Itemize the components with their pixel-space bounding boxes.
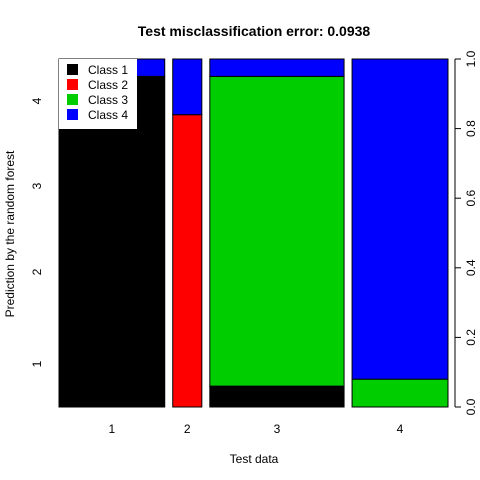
chart-title: Test misclassification error: 0.0938 <box>138 23 371 39</box>
x-tick-label: 4 <box>397 422 404 436</box>
left-axis: 1 2 3 4 <box>30 97 44 367</box>
legend-swatch <box>67 94 78 105</box>
legend-entry: Class 1 <box>88 63 128 77</box>
bar-segment-cat1-class1 <box>58 75 166 408</box>
bar-segment-cat4-class3 <box>351 378 449 408</box>
left-tick-label: 1 <box>30 360 44 367</box>
legend-swatch <box>67 64 78 75</box>
bar-segment-cat3-class3 <box>209 75 345 387</box>
bar-segment-cat2-class4 <box>172 58 203 116</box>
right-tick-label: 0.6 <box>464 190 478 207</box>
bar-segment-cat2-class2 <box>172 114 203 408</box>
right-tick-label: 0.0 <box>464 398 478 415</box>
left-tick-label: 4 <box>30 97 44 104</box>
x-tick-label: 1 <box>109 422 116 436</box>
right-tick-label: 1.0 <box>464 50 478 67</box>
left-tick-label: 2 <box>30 268 44 275</box>
right-axis: 0.0 0.2 0.4 0.6 0.8 1.0 <box>454 50 478 415</box>
x-tick-label: 2 <box>184 422 191 436</box>
legend-entry: Class 2 <box>88 78 128 92</box>
right-tick-label: 0.2 <box>464 329 478 346</box>
right-tick-label: 0.8 <box>464 120 478 137</box>
x-axis-label: Test data <box>230 452 279 466</box>
bar-segment-cat3-class4 <box>209 58 345 77</box>
x-axis-labels: 1 2 3 4 <box>109 422 404 436</box>
legend-swatch <box>67 79 78 90</box>
left-tick-label: 3 <box>30 182 44 189</box>
legend-entry: Class 3 <box>88 93 128 107</box>
bar-segment-cat4-class4 <box>351 58 449 380</box>
bars-group <box>58 58 449 408</box>
legend-entry: Class 4 <box>88 108 128 122</box>
bar-segment-cat3-class1 <box>209 385 345 408</box>
x-tick-label: 3 <box>274 422 281 436</box>
right-tick-label: 0.4 <box>464 259 478 276</box>
y-axis-label: Prediction by the random forest <box>3 150 17 317</box>
legend-swatch <box>67 109 78 120</box>
